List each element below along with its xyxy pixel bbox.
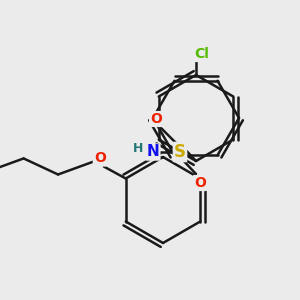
Text: S: S [174,143,186,161]
Text: Cl: Cl [195,47,209,61]
Text: N: N [147,145,159,160]
Text: H: H [133,142,143,155]
Text: O: O [150,112,162,126]
Text: O: O [94,152,106,166]
Text: O: O [194,176,206,190]
